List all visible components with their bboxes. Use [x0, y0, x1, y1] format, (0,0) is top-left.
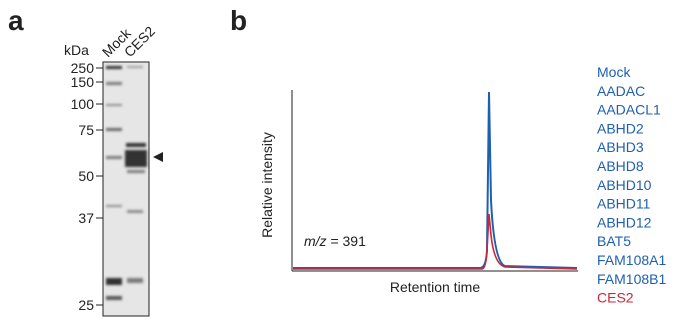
- band: [127, 278, 143, 283]
- page: {"panels": [ {"label": "a", "kda_label":…: [0, 0, 677, 321]
- legend-entry: CES2: [597, 290, 634, 306]
- panel-label: a: [8, 5, 24, 36]
- band: [127, 66, 143, 68]
- annotation-italic: m/z: [304, 233, 327, 249]
- blot-frame: [103, 62, 149, 316]
- annotation: m/z = 391: [304, 233, 366, 249]
- band: [127, 210, 143, 213]
- band: [106, 205, 122, 207]
- legend-entry: ABHD10: [597, 177, 652, 193]
- arrowhead: [153, 152, 163, 162]
- marker-label: 25: [78, 297, 94, 313]
- legend-entry: ABHD3: [597, 139, 644, 155]
- y-axis-label: Relative intensity: [259, 132, 275, 238]
- legend-entry: AADACL1: [597, 102, 661, 118]
- legend-entry: ABHD12: [597, 214, 652, 230]
- blot: [103, 62, 149, 316]
- legend-entry: AADAC: [597, 83, 645, 99]
- band: [106, 66, 122, 69]
- marker-label: 150: [71, 74, 95, 90]
- legend-entry: ABHD8: [597, 158, 644, 174]
- band: [106, 156, 122, 159]
- legend-entry: BAT5: [597, 233, 631, 249]
- legend-entry: Mock: [597, 64, 631, 80]
- legend-entry: ABHD2: [597, 120, 644, 136]
- x-axis-label: Retention time: [390, 279, 480, 295]
- marker-label: 37: [78, 210, 94, 226]
- band: [127, 170, 145, 173]
- band: [106, 104, 122, 106]
- kda-label: kDa: [64, 42, 89, 58]
- band: [106, 128, 122, 131]
- band: [126, 143, 146, 147]
- figure: a kDa Mock CES2 25015010075503725 b Rela…: [0, 0, 677, 321]
- band: [106, 82, 122, 85]
- legend: Mock AADAC AADACL1 ABHD2 ABHD3 ABHD8 ABHD10 ABH…: [597, 64, 666, 306]
- legend-entry: FAM108B1: [597, 271, 666, 287]
- band: [106, 278, 122, 285]
- legend-entry: ABHD11: [597, 196, 651, 212]
- legend-entry: FAM108A1: [597, 252, 666, 268]
- band: [125, 150, 147, 167]
- band: [106, 296, 122, 300]
- annotation-text: = 391: [330, 233, 366, 249]
- marker-label: 50: [78, 168, 94, 184]
- panel-label: b: [230, 5, 247, 36]
- marker-label: 100: [71, 96, 95, 112]
- marker-label: 75: [78, 122, 94, 138]
